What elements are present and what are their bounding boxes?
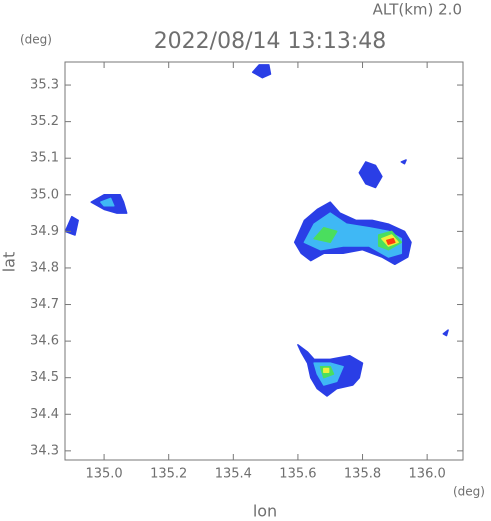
echo-region: [100, 197, 115, 207]
y-tick-label: 34.6: [30, 334, 59, 349]
chart-title: 2022/08/14 13:13:48: [154, 29, 387, 54]
y-tick-label: 34.7: [30, 297, 59, 312]
x-tick-label: 135.6: [279, 467, 316, 482]
x-tick-label: 135.0: [85, 467, 122, 482]
y-tick-label: 35.1: [30, 151, 59, 166]
x-tick-label: 135.8: [344, 467, 381, 482]
y-tick-label: 34.3: [30, 443, 59, 458]
y-tick-label: 34.9: [30, 224, 59, 239]
echo-region: [442, 329, 449, 337]
y-tick-label: 34.8: [30, 260, 59, 275]
x-tick-label: 135.4: [215, 467, 252, 482]
y-tick-label: 34.4: [30, 407, 59, 422]
y-unit: (deg): [20, 33, 52, 47]
y-tick-label: 35.3: [30, 78, 59, 93]
y-tick-label: 34.5: [30, 370, 59, 385]
echo-region: [358, 161, 383, 189]
y-tick-label: 35.0: [30, 187, 59, 202]
echo-region: [313, 226, 338, 244]
echo-region: [65, 215, 79, 236]
echo-region: [386, 237, 396, 245]
plot-frame: [64, 61, 464, 461]
echo-region: [251, 64, 272, 79]
x-axis-label: lon: [253, 502, 277, 521]
y-tick-label: 35.2: [30, 114, 59, 129]
echo-region: [323, 367, 330, 373]
x-unit: (deg): [453, 485, 485, 499]
x-tick-label: 136.0: [409, 467, 446, 482]
echo-region: [303, 212, 403, 258]
echo-region: [400, 159, 407, 165]
y-axis-label: lat: [0, 252, 19, 273]
altitude-label: ALT(km) 2.0: [373, 1, 462, 19]
echo-layer: [65, 64, 449, 397]
x-tick-label: 135.2: [150, 467, 187, 482]
